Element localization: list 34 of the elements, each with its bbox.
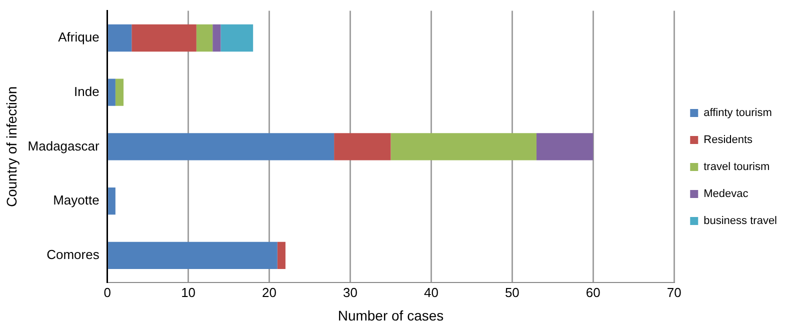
bar bbox=[536, 133, 594, 160]
bar bbox=[108, 242, 278, 270]
bar bbox=[132, 24, 196, 52]
bar bbox=[220, 24, 254, 52]
bar bbox=[277, 242, 286, 270]
bar bbox=[108, 133, 334, 160]
legend-label: Medevac bbox=[704, 188, 749, 200]
x-tick-label: 10 bbox=[181, 284, 196, 300]
y-axis-title: Country of infection bbox=[3, 86, 20, 208]
x-tick-label: 30 bbox=[343, 284, 358, 300]
x-tick-label: 20 bbox=[262, 284, 277, 300]
x-tick-label: 40 bbox=[424, 284, 438, 300]
legend-label: affinty tourism bbox=[704, 107, 772, 120]
bar bbox=[196, 24, 213, 52]
x-tick-label: 60 bbox=[586, 284, 600, 300]
legend-label: Residents bbox=[704, 134, 754, 146]
x-tick-label: 0 bbox=[104, 284, 111, 300]
x-tick-label: 50 bbox=[504, 284, 520, 300]
bar bbox=[108, 78, 116, 106]
y-tick-label: Mayotte bbox=[53, 192, 100, 208]
legend-label: travel tourism bbox=[704, 161, 770, 174]
y-tick-label: Madagascar bbox=[28, 138, 100, 154]
y-tick-label: Afrique bbox=[58, 30, 100, 45]
bar bbox=[334, 133, 391, 160]
bar bbox=[115, 78, 124, 106]
bar bbox=[108, 24, 132, 52]
bar bbox=[108, 187, 116, 215]
x-axis-title: Number of cases bbox=[338, 307, 444, 324]
y-tick-label: Comores bbox=[46, 247, 100, 262]
bar bbox=[212, 24, 221, 52]
legend-label: business travel bbox=[704, 215, 778, 228]
x-tick-label: 70 bbox=[666, 284, 682, 300]
bar bbox=[390, 133, 536, 160]
y-tick-label: Inde bbox=[74, 84, 100, 99]
